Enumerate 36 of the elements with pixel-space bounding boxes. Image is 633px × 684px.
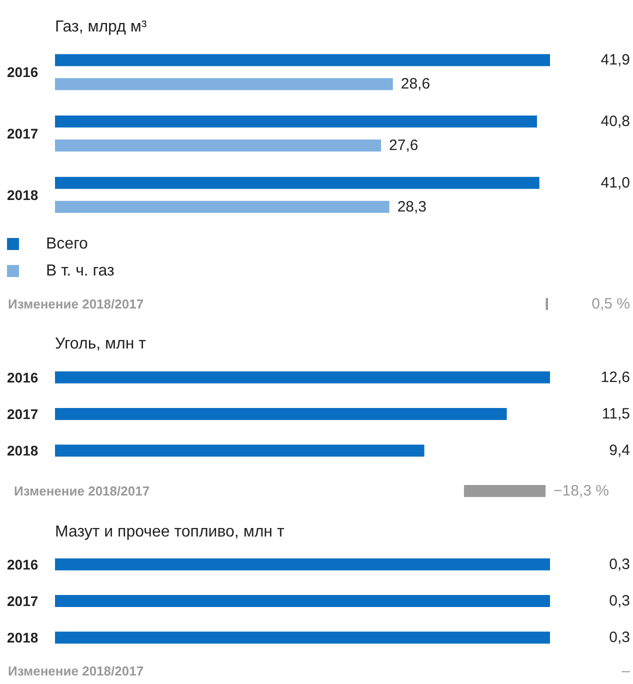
data-label: 40,8 <box>600 113 630 130</box>
data-label: 9,4 <box>609 442 630 460</box>
data-label: 0,3 <box>609 592 630 610</box>
y-tick-label: 2018 <box>7 442 38 459</box>
data-label: 27,6 <box>389 137 418 154</box>
y-tick-label: Изменение 2018/2017 <box>14 484 150 498</box>
y-tick-label: 2018 <box>7 630 38 646</box>
bar <box>55 116 538 128</box>
data-label: 0,3 <box>609 629 630 646</box>
y-tick-label: 2017 <box>7 406 38 422</box>
data-label: 28,6 <box>400 76 430 93</box>
chart-title: Газ, млрд м³ <box>55 18 148 36</box>
data-label: 0,3 <box>609 556 630 573</box>
legend-label: В т. ч. газ <box>46 262 114 280</box>
bar <box>55 78 393 90</box>
legend-label: Всего <box>46 236 88 252</box>
data-label: 0,5 % <box>592 296 630 312</box>
y-tick-label: 2016 <box>7 369 38 386</box>
data-label: 28,3 <box>397 198 427 216</box>
chart-title: Уголь, млн т <box>55 336 147 352</box>
y-tick-label: 2018 <box>7 186 38 203</box>
bar <box>55 54 550 66</box>
chart-title: Мазут и прочее топливо, млн т <box>55 524 285 540</box>
bar <box>55 140 382 152</box>
data-label: −18,3 % <box>554 482 610 500</box>
y-tick-label: 2016 <box>7 556 38 572</box>
text: – <box>622 662 631 680</box>
bar <box>55 200 390 213</box>
data-label: 12,6 <box>600 368 630 386</box>
data-label: 41,9 <box>600 52 630 69</box>
data-label: 11,5 <box>602 406 630 422</box>
bar <box>55 176 540 189</box>
y-tick-label: 2017 <box>7 593 38 609</box>
y-tick-label: 2017 <box>7 126 38 142</box>
data-label: 41,0 <box>600 174 630 192</box>
y-tick-label: 2016 <box>7 64 38 80</box>
